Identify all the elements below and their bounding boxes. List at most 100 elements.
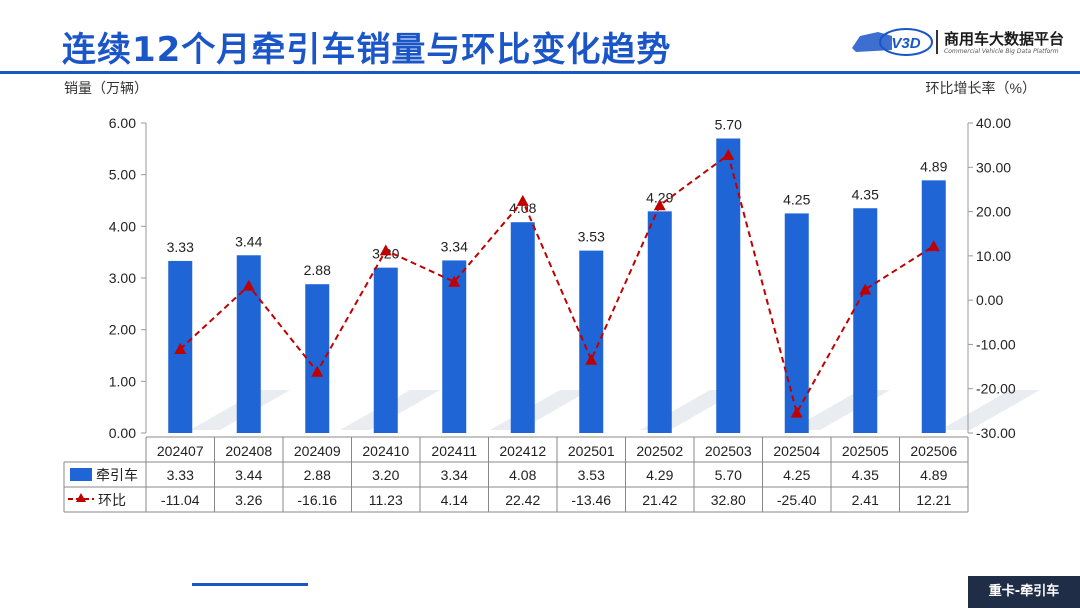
table-cell-mom: -11.04 bbox=[161, 492, 200, 508]
table-cell-sales: 3.44 bbox=[235, 467, 262, 483]
table-cell-mom: 3.26 bbox=[235, 492, 262, 508]
bar-data-label: 4.35 bbox=[852, 186, 879, 202]
table-cell-mom: -16.16 bbox=[297, 492, 337, 508]
right-tick-label: 30.00 bbox=[976, 159, 1011, 175]
bar bbox=[784, 213, 809, 433]
x-tick-label: 202411 bbox=[431, 443, 477, 459]
mom-point-marker bbox=[927, 240, 940, 252]
footer-tag: 重卡-牵引车 bbox=[968, 576, 1080, 608]
bar-data-label: 4.08 bbox=[509, 200, 536, 216]
bar bbox=[853, 208, 878, 433]
legend-line-label: 环比 bbox=[98, 492, 126, 508]
left-tick-label: 0.00 bbox=[109, 425, 136, 441]
legend-bar-swatch bbox=[70, 468, 92, 481]
mom-point-marker bbox=[379, 244, 392, 256]
x-tick-label: 202407 bbox=[157, 443, 204, 459]
table-cell-mom: -25.40 bbox=[777, 492, 817, 508]
left-tick-label: 1.00 bbox=[109, 373, 136, 389]
bar-data-label: 3.44 bbox=[235, 233, 262, 249]
bar-data-label: 3.53 bbox=[578, 229, 605, 245]
x-tick-label: 202504 bbox=[773, 443, 820, 459]
x-tick-label: 202410 bbox=[362, 443, 409, 459]
bar bbox=[442, 260, 467, 433]
table-cell-mom: 11.23 bbox=[369, 492, 403, 508]
left-axis-label: 销量（万辆） bbox=[64, 80, 148, 96]
bar bbox=[921, 180, 946, 433]
table-cell-sales: 2.88 bbox=[304, 467, 331, 483]
left-tick-label: 3.00 bbox=[109, 270, 136, 286]
right-tick-label: 40.00 bbox=[976, 115, 1011, 131]
left-tick-label: 2.00 bbox=[109, 322, 136, 338]
mom-point-marker bbox=[242, 279, 255, 291]
bar-data-label: 2.88 bbox=[304, 262, 331, 278]
truck-logo-icon: V3D bbox=[852, 28, 933, 56]
table-cell-mom: 4.14 bbox=[441, 492, 468, 508]
right-tick-label: -10.00 bbox=[976, 336, 1016, 352]
bar bbox=[510, 222, 535, 433]
bar-data-label: 3.33 bbox=[167, 239, 194, 255]
bar bbox=[305, 284, 330, 433]
bar-data-label: 3.34 bbox=[441, 238, 468, 254]
bar-data-label: 4.89 bbox=[920, 158, 947, 174]
mom-point-marker bbox=[790, 406, 803, 418]
footer-accent-line bbox=[192, 583, 308, 586]
right-tick-label: 10.00 bbox=[976, 248, 1011, 264]
table-cell-sales: 5.70 bbox=[715, 467, 742, 483]
logo-subtitle: Commercial Vehicle Big Data Platform bbox=[944, 48, 1059, 55]
left-tick-label: 6.00 bbox=[109, 115, 136, 131]
x-tick-label: 202409 bbox=[294, 443, 341, 459]
table-cell-sales: 4.35 bbox=[852, 467, 879, 483]
right-tick-label: -20.00 bbox=[976, 381, 1016, 397]
left-tick-label: 5.00 bbox=[109, 167, 136, 183]
x-tick-label: 202503 bbox=[705, 443, 752, 459]
table-cell-sales: 3.33 bbox=[167, 467, 194, 483]
table-cell-mom: 32.80 bbox=[711, 492, 746, 508]
brand-logo: V3D 商用车大数据平台 Commercial Vehicle Big Data… bbox=[848, 18, 1068, 64]
table-cell-sales: 4.25 bbox=[783, 467, 810, 483]
x-tick-label: 202502 bbox=[636, 443, 683, 459]
legend-line-marker bbox=[76, 493, 86, 502]
table-cell-sales: 4.89 bbox=[920, 467, 947, 483]
table-cell-sales: 4.29 bbox=[646, 467, 673, 483]
x-tick-label: 202505 bbox=[842, 443, 889, 459]
logo-mark-text: V3D bbox=[891, 35, 920, 52]
x-tick-label: 202506 bbox=[910, 443, 957, 459]
table-cell-mom: -13.46 bbox=[571, 492, 611, 508]
mom-point-marker bbox=[722, 148, 735, 160]
mom-point-marker bbox=[516, 194, 529, 206]
bar bbox=[647, 211, 672, 433]
legend-bar-label: 牵引车 bbox=[96, 467, 138, 483]
table-cell-mom: 21.42 bbox=[642, 492, 677, 508]
mom-point-marker bbox=[585, 353, 598, 365]
bar-data-label: 4.25 bbox=[783, 191, 810, 207]
watermark-stripe bbox=[490, 390, 590, 430]
table-cell-sales: 3.34 bbox=[441, 467, 468, 483]
mom-point-marker bbox=[653, 199, 666, 211]
mom-point-marker bbox=[311, 365, 324, 377]
x-tick-label: 202412 bbox=[499, 443, 546, 459]
right-axis-label: 环比增长率（%） bbox=[926, 80, 1036, 96]
mom-point-marker bbox=[174, 343, 187, 355]
bar-data-label: 5.70 bbox=[715, 117, 742, 133]
left-tick-label: 4.00 bbox=[109, 218, 136, 234]
table-cell-sales: 4.08 bbox=[509, 467, 536, 483]
table-cell-mom: 22.42 bbox=[505, 492, 540, 508]
mom-point-marker bbox=[448, 275, 461, 287]
mom-point-marker bbox=[859, 283, 872, 295]
right-tick-label: -30.00 bbox=[976, 425, 1016, 441]
logo-name: 商用车大数据平台 bbox=[944, 30, 1065, 48]
right-tick-label: 0.00 bbox=[976, 292, 1003, 308]
table-cell-sales: 3.20 bbox=[372, 467, 399, 483]
page-title: 连续12个月牵引车销量与环比变化趋势 bbox=[62, 30, 672, 70]
bar bbox=[579, 250, 604, 433]
x-tick-label: 202501 bbox=[568, 443, 615, 459]
mom-line bbox=[179, 153, 935, 416]
x-tick-label: 202408 bbox=[225, 443, 272, 459]
table-cell-sales: 3.53 bbox=[578, 467, 605, 483]
bar bbox=[373, 267, 398, 433]
title-underline bbox=[0, 71, 1080, 74]
table-cell-mom: 12.21 bbox=[916, 492, 951, 508]
logo-divider bbox=[936, 30, 938, 54]
right-tick-label: 20.00 bbox=[976, 204, 1011, 220]
